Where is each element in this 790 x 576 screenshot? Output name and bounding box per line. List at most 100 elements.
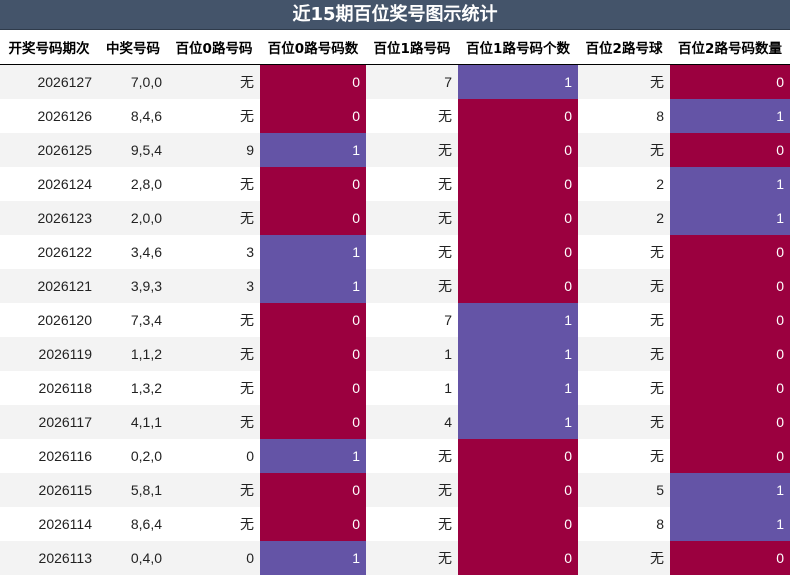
route0-number-cell: 无: [168, 472, 260, 507]
header-winning-number: 中奖号码: [98, 30, 168, 65]
period-cell: 2026124: [0, 166, 98, 201]
route1-number-cell: 无: [366, 234, 458, 269]
table-title: 近15期百位奖号图示统计: [0, 0, 790, 30]
route2-number-cell: 2: [578, 166, 670, 201]
route1-number-cell: 无: [366, 506, 458, 541]
route1-count-cell: 1: [458, 404, 578, 439]
route0-count-cell: 1: [260, 438, 366, 473]
winning-number-cell: 8,6,4: [98, 506, 168, 541]
header-route2-number: 百位2路号球: [578, 30, 670, 65]
route0-count-cell: 0: [260, 166, 366, 201]
route2-number-cell: 8: [578, 506, 670, 541]
route2-number-cell: 无: [578, 438, 670, 473]
route1-number-cell: 无: [366, 166, 458, 201]
period-cell: 2026118: [0, 370, 98, 405]
route1-number-cell: 1: [366, 336, 458, 371]
route1-count-cell: 0: [458, 438, 578, 473]
route0-number-cell: 无: [168, 506, 260, 541]
period-cell: 2026121: [0, 268, 98, 303]
table-row: 2026121 3,9,3 3 1 无 0 无 0: [0, 268, 790, 303]
route1-number-cell: 无: [366, 438, 458, 473]
table-row: 2026115 5,8,1 无 0 无 0 5 1: [0, 472, 790, 507]
period-cell: 2026127: [0, 64, 98, 99]
route2-count-cell: 0: [670, 404, 790, 439]
route0-number-cell: 3: [168, 234, 260, 269]
table-row: 2026118 1,3,2 无 0 1 1 无 0: [0, 370, 790, 405]
table-row: 2026125 9,5,4 9 1 无 0 无 0: [0, 132, 790, 167]
route1-number-cell: 无: [366, 200, 458, 235]
route0-number-cell: 0: [168, 438, 260, 473]
period-cell: 2026125: [0, 132, 98, 167]
table-row: 2026120 7,3,4 无 0 7 1 无 0: [0, 302, 790, 337]
period-cell: 2026119: [0, 336, 98, 371]
route1-count-cell: 1: [458, 302, 578, 337]
winning-number-cell: 7,0,0: [98, 64, 168, 99]
route1-number-cell: 无: [366, 98, 458, 133]
route0-number-cell: 无: [168, 370, 260, 405]
table-row: 2026122 3,4,6 3 1 无 0 无 0: [0, 234, 790, 269]
table-row: 2026114 8,6,4 无 0 无 0 8 1: [0, 506, 790, 541]
route2-number-cell: 2: [578, 200, 670, 235]
route0-count-cell: 0: [260, 370, 366, 405]
route0-count-cell: 0: [260, 64, 366, 99]
route0-number-cell: 无: [168, 64, 260, 99]
route2-number-cell: 无: [578, 336, 670, 371]
route1-count-cell: 1: [458, 370, 578, 405]
period-cell: 2026126: [0, 98, 98, 133]
header-row: 开奖号码期次 中奖号码 百位0路号码 百位0路号码数 百位1路号码 百位1路号码…: [0, 30, 790, 65]
route2-number-cell: 5: [578, 472, 670, 507]
route1-count-cell: 1: [458, 336, 578, 371]
route0-count-cell: 1: [260, 234, 366, 269]
route0-count-cell: 1: [260, 540, 366, 575]
route1-number-cell: 7: [366, 64, 458, 99]
period-cell: 2026116: [0, 438, 98, 473]
route2-count-cell: 0: [670, 234, 790, 269]
route2-count-cell: 0: [670, 336, 790, 371]
route2-number-cell: 无: [578, 540, 670, 575]
period-cell: 2026113: [0, 540, 98, 575]
route1-count-cell: 0: [458, 98, 578, 133]
route0-number-cell: 无: [168, 404, 260, 439]
route0-count-cell: 1: [260, 132, 366, 167]
route2-number-cell: 无: [578, 302, 670, 337]
table-row: 2026123 2,0,0 无 0 无 0 2 1: [0, 200, 790, 235]
route0-number-cell: 3: [168, 268, 260, 303]
period-cell: 2026123: [0, 200, 98, 235]
route1-count-cell: 0: [458, 506, 578, 541]
winning-number-cell: 0,2,0: [98, 438, 168, 473]
route2-count-cell: 0: [670, 302, 790, 337]
route2-number-cell: 无: [578, 234, 670, 269]
route1-count-cell: 1: [458, 64, 578, 99]
period-cell: 2026114: [0, 506, 98, 541]
header-route0-count: 百位0路号码数: [260, 30, 366, 65]
winning-number-cell: 3,4,6: [98, 234, 168, 269]
route1-number-cell: 无: [366, 472, 458, 507]
route1-count-cell: 0: [458, 472, 578, 507]
route2-count-cell: 0: [670, 64, 790, 99]
route0-number-cell: 无: [168, 200, 260, 235]
winning-number-cell: 3,9,3: [98, 268, 168, 303]
route0-number-cell: 0: [168, 540, 260, 575]
route0-number-cell: 无: [168, 166, 260, 201]
route2-count-cell: 1: [670, 98, 790, 133]
route2-count-cell: 1: [670, 200, 790, 235]
route2-number-cell: 8: [578, 98, 670, 133]
table-row: 2026127 7,0,0 无 0 7 1 无 0: [0, 64, 790, 99]
winning-number-cell: 4,1,1: [98, 404, 168, 439]
route2-count-cell: 0: [670, 540, 790, 575]
route2-number-cell: 无: [578, 404, 670, 439]
route2-count-cell: 0: [670, 132, 790, 167]
route2-number-cell: 无: [578, 132, 670, 167]
route0-number-cell: 无: [168, 302, 260, 337]
route2-count-cell: 1: [670, 166, 790, 201]
route0-count-cell: 0: [260, 336, 366, 371]
winning-number-cell: 0,4,0: [98, 540, 168, 575]
header-route1-number: 百位1路号码: [366, 30, 458, 65]
route2-count-cell: 1: [670, 472, 790, 507]
period-cell: 2026115: [0, 472, 98, 507]
table-row: 2026124 2,8,0 无 0 无 0 2 1: [0, 166, 790, 201]
winning-number-cell: 7,3,4: [98, 302, 168, 337]
table-row: 2026116 0,2,0 0 1 无 0 无 0: [0, 438, 790, 473]
table-body: 2026127 7,0,0 无 0 7 1 无 0 2026126 8,4,6 无 0 无 0 8 1 2026…: [0, 64, 790, 575]
route1-count-cell: 0: [458, 132, 578, 167]
